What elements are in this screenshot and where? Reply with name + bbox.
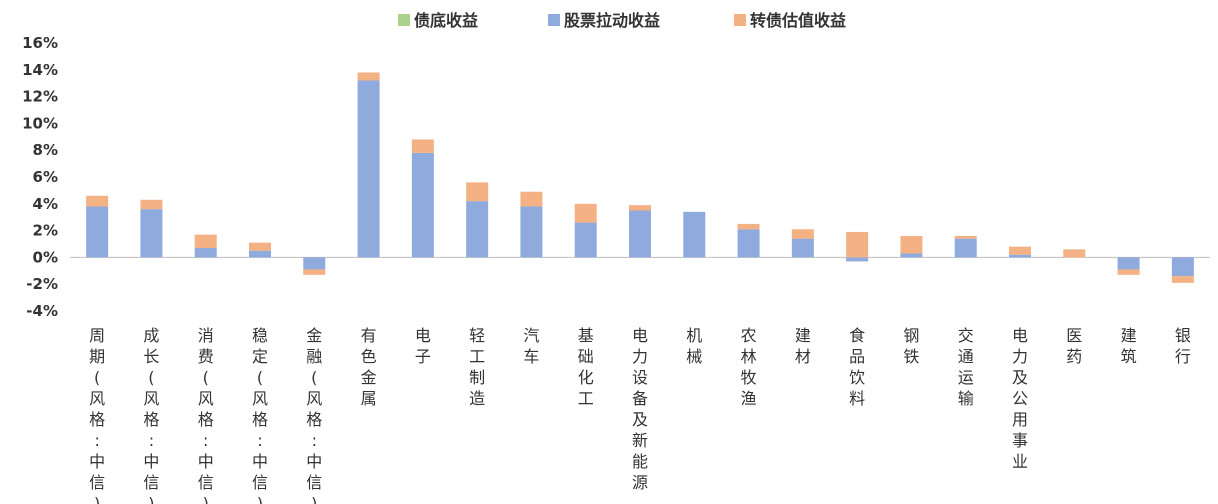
bar-segment: [629, 205, 651, 211]
legend: 债底收益 股票拉动收益 转债估值收益: [398, 11, 846, 30]
x-tick-label: 成长(风格:中信): [143, 326, 159, 504]
bar-segment: [140, 209, 163, 258]
bar-segment: [303, 257, 326, 270]
x-tick-label: 稳定(风格:中信): [252, 326, 268, 504]
bar-segment: [1009, 246, 1031, 255]
bar-segment: [249, 250, 271, 258]
bar-segment: [846, 231, 869, 258]
y-tick-label: 12%: [22, 88, 58, 106]
y-tick-label: 16%: [22, 34, 58, 52]
legend-swatch: [734, 14, 746, 26]
bar-segment: [86, 195, 109, 207]
bars: [86, 72, 1194, 283]
y-axis: 16% 14% 12% 10% 8% 6% 4% 2% 0% -2% -4%: [22, 34, 58, 320]
x-tick-label: 基础化工: [578, 326, 594, 408]
bar-segment: [1063, 249, 1086, 258]
bar-segment: [683, 211, 706, 258]
bar-segment: [140, 199, 163, 210]
x-tick-label: 电力设备及新能源: [632, 326, 648, 492]
x-tick-label: 有色金属: [361, 326, 377, 408]
y-tick-label: -4%: [26, 302, 58, 320]
bar-segment: [737, 229, 760, 258]
bar-segment: [791, 229, 814, 239]
bar-segment: [357, 72, 380, 81]
bar-segment: [1171, 276, 1194, 283]
y-tick-label: 8%: [33, 141, 58, 159]
x-tick-label: 金融(风格:中信): [306, 326, 322, 504]
bar-segment: [411, 139, 434, 153]
bar-segment: [954, 238, 977, 258]
bar-segment: [1009, 254, 1031, 258]
bar-segment: [574, 203, 597, 223]
bar-segment: [954, 235, 977, 239]
x-tick-label: 消费(风格:中信): [198, 326, 214, 504]
bar-segment: [846, 257, 869, 262]
y-tick-label: 10%: [22, 114, 58, 132]
y-tick-label: 14%: [22, 61, 58, 79]
bar-segment: [357, 80, 380, 258]
y-tick-label: 4%: [33, 195, 58, 213]
bar-segment: [1117, 257, 1140, 270]
bar-segment: [411, 152, 434, 258]
legend-label: 债底收益: [414, 11, 478, 30]
bar-segment: [791, 238, 814, 258]
x-tick-label: 建材: [795, 326, 811, 366]
bar-segment: [520, 206, 543, 258]
bar-segment: [86, 206, 109, 258]
bar-segment: [900, 253, 923, 258]
y-tick-label: 2%: [33, 222, 58, 240]
bar-segment: [249, 242, 271, 251]
x-tick-label: 钢铁: [903, 326, 919, 366]
bar-segment: [466, 201, 489, 258]
y-tick-label: 6%: [33, 168, 58, 186]
x-tick-label: 电子: [415, 326, 431, 366]
legend-swatch: [548, 14, 560, 26]
bar-segment: [520, 191, 543, 207]
x-tick-label: 机械: [686, 326, 702, 366]
x-tick-label: 食品饮料: [849, 326, 865, 408]
bar-segment: [303, 269, 326, 275]
legend-label: 转债估值收益: [750, 11, 846, 30]
bar-segment: [466, 182, 489, 202]
legend-label: 股票拉动收益: [564, 11, 660, 30]
bar-segment: [629, 210, 651, 258]
bar-segment: [194, 248, 217, 258]
bar-segment: [737, 223, 760, 230]
bar-segment: [574, 222, 597, 258]
legend-swatch: [398, 14, 410, 26]
x-tick-label: 医药: [1066, 326, 1082, 366]
x-tick-label: 建筑: [1121, 326, 1137, 366]
x-axis: 周期(风格:中信) 成长(风格:中信) 消费(风格:中信) 稳定(风格:中信) 金融(风…: [89, 326, 1191, 504]
x-tick-label: 交通运输: [958, 326, 974, 408]
x-tick-label: 电力及公用事业: [1012, 326, 1028, 471]
y-tick-label: 0%: [33, 248, 58, 266]
bar-segment: [1117, 269, 1140, 275]
bar-segment: [194, 234, 217, 249]
x-tick-label: 轻工制造: [469, 326, 485, 408]
y-tick-label: -2%: [26, 275, 58, 293]
bar-segment: [1171, 257, 1194, 277]
x-tick-label: 汽车: [523, 326, 539, 366]
x-tick-label: 农林牧渔: [741, 326, 757, 408]
x-tick-label: 银行: [1175, 326, 1191, 366]
x-tick-label: 周期(风格:中信): [89, 326, 105, 504]
bar-segment: [900, 235, 923, 254]
